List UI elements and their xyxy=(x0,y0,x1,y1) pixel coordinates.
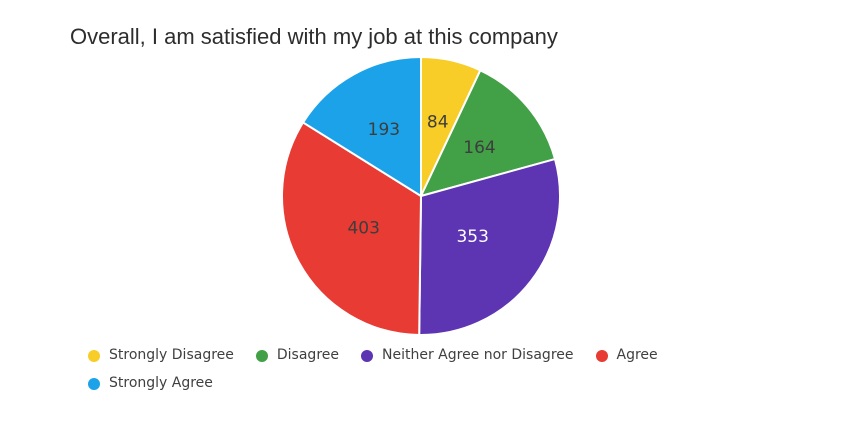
slice-value-label: 353 xyxy=(456,227,488,247)
pie-slice-disagree[interactable] xyxy=(420,69,556,197)
legend-item-strongly-agree: Strongly Agree xyxy=(88,374,213,393)
chart-legend: Strongly Disagree Disagree Neither Agree n… xyxy=(88,346,748,393)
legend-swatch-icon xyxy=(255,349,268,362)
legend-item-agree: Agree xyxy=(595,346,658,365)
slice-value-label: 164 xyxy=(463,138,495,158)
legend-label: Agree xyxy=(616,347,658,363)
legend-label: Strongly Disagree xyxy=(109,347,234,363)
legend-label: Strongly Agree xyxy=(109,375,213,391)
legend-swatch-icon xyxy=(595,349,608,362)
legend-item-strongly-disagree: Strongly Disagree xyxy=(88,346,234,365)
legend-item-neither-agree-nor-disagree: Neither Agree nor Disagree xyxy=(361,346,574,365)
legend-label: Disagree xyxy=(276,347,339,363)
chart-title: Overall, I am satisfied with my job at t… xyxy=(70,24,558,49)
legend-label: Neither Agree nor Disagree xyxy=(382,347,574,363)
slice-value-label: 403 xyxy=(347,218,379,238)
legend-item-disagree: Disagree xyxy=(255,346,339,365)
pie-chart: 84 164 353 403 193 xyxy=(280,56,561,336)
pie-slice-strongly-agree[interactable] xyxy=(302,56,422,197)
legend-swatch-icon xyxy=(88,349,100,362)
pie-slice-neither-agree-nor-disagree[interactable] xyxy=(418,158,561,336)
slice-value-label: 193 xyxy=(368,120,400,140)
legend-swatch-icon xyxy=(88,377,100,390)
legend-swatch-icon xyxy=(361,349,373,362)
slice-value-label: 84 xyxy=(427,113,449,133)
pie-slice-agree[interactable] xyxy=(280,121,422,336)
